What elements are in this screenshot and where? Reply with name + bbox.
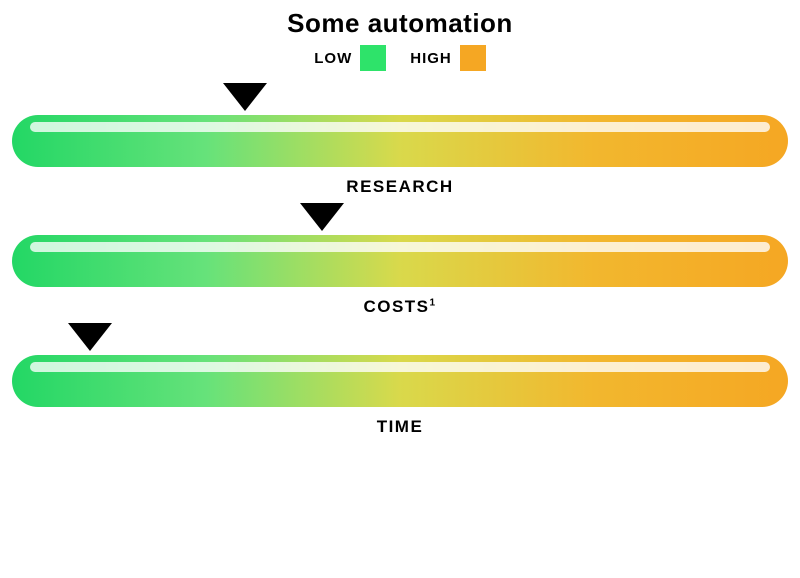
gauge-bar: [12, 115, 788, 167]
gauge-row-label-superscript: 1: [430, 297, 437, 308]
gauge-marker-icon: [223, 83, 267, 111]
gauge-row-label: RESEARCH: [12, 177, 788, 197]
gauge-row: RESEARCH: [12, 77, 788, 197]
gauge-row: TIME: [12, 317, 788, 437]
gauge-bar-highlight: [30, 242, 770, 252]
gauge-row: COSTS1: [12, 197, 788, 317]
gauge-bar: [12, 235, 788, 287]
gauge-row-label: COSTS1: [12, 297, 788, 317]
legend-item-high: HIGH: [410, 45, 486, 71]
gauge-bar: [12, 355, 788, 407]
gauge-rows: RESEARCH COSTS1 TIME: [12, 77, 788, 437]
gauge-marker-icon: [68, 323, 112, 351]
legend-low-swatch: [360, 45, 386, 71]
gauge-row-label: TIME: [12, 417, 788, 437]
gauge-bar-highlight: [30, 362, 770, 372]
legend-high-swatch: [460, 45, 486, 71]
chart-title: Some automation: [12, 8, 788, 39]
legend-high-label: HIGH: [410, 50, 452, 67]
legend: LOW HIGH: [12, 45, 788, 71]
chart-container: Some automation LOW HIGH RESEARCH COSTS1 T…: [0, 0, 800, 437]
legend-low-label: LOW: [314, 50, 352, 67]
gauge-marker-icon: [300, 203, 344, 231]
gauge-bar-highlight: [30, 122, 770, 132]
legend-item-low: LOW: [314, 45, 386, 71]
